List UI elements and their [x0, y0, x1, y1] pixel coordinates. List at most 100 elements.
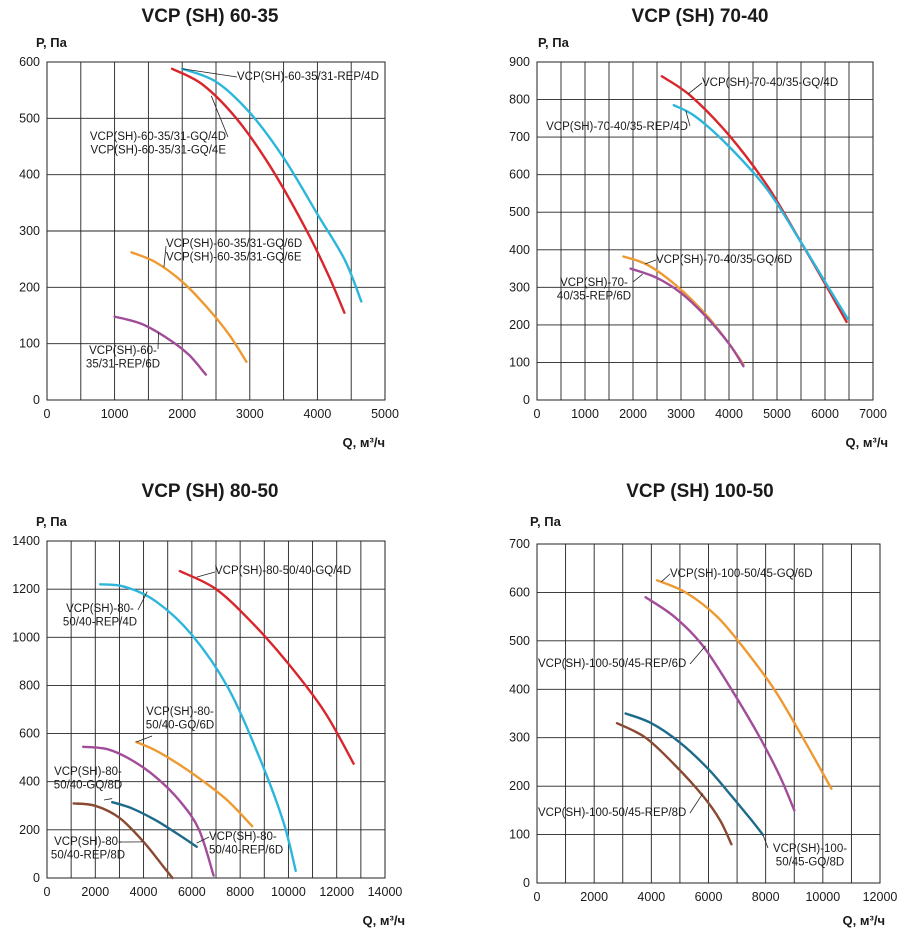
series-line-2 [624, 712, 764, 836]
y-tick-label: 700 [509, 537, 530, 551]
y-tick-label: 100 [19, 337, 40, 351]
y-tick-label: 800 [19, 678, 40, 692]
y-tick-label: 400 [509, 243, 530, 257]
y-tick-label: 200 [509, 779, 530, 793]
plot-frame [46, 540, 386, 879]
series-line-3 [615, 722, 733, 846]
x-tick-label: 2000 [81, 885, 109, 899]
series-line-3 [82, 745, 215, 877]
y-tick-label: 0 [33, 393, 40, 407]
x-tick-label: 6000 [811, 407, 839, 421]
x-axis-label: Q, м³/ч [843, 913, 885, 928]
x-tick-label: 4000 [637, 890, 665, 904]
x-tick-label: 2000 [580, 890, 608, 904]
y-tick-label: 700 [509, 130, 530, 144]
series-line-2 [130, 251, 248, 363]
series-leader-line [196, 571, 216, 578]
x-tick-label: 10000 [271, 885, 306, 899]
y-tick-label: 300 [509, 280, 530, 294]
series-label: VCP(SH)-80-50/40-REP/4D [63, 603, 137, 629]
series-label: VCP(SH)-100-50/45-GQ/6D [670, 568, 813, 580]
series-leader-line [157, 332, 159, 350]
y-tick-label: 500 [19, 111, 40, 125]
series-label: VCP(SH)-70-40/35-REP/4D [546, 121, 688, 133]
x-tick-label: 7000 [859, 407, 887, 421]
y-tick-label: 600 [509, 585, 530, 599]
y-tick-label: 200 [509, 318, 530, 332]
series-leader-line [632, 273, 643, 283]
series-leader-line [687, 82, 703, 95]
y-axis-label: P, Па [36, 514, 68, 529]
x-tick-label: 0 [44, 885, 51, 899]
series-label: VCP(SH)-80-50/40-REP/6D [209, 831, 283, 857]
y-axis-label: P, Па [530, 514, 562, 529]
series-label: VCP(SH)-70-40/35-GQ/6D [656, 254, 792, 266]
series-leader-line [182, 68, 238, 78]
series-leader-line [644, 259, 657, 265]
y-tick-label: 600 [19, 727, 40, 741]
x-tick-label: 5000 [763, 407, 791, 421]
series-leader-line [685, 110, 691, 127]
y-tick-label: 900 [509, 55, 530, 69]
y-tick-label: 500 [509, 634, 530, 648]
x-axis-label: Q, м³/ч [846, 435, 888, 450]
x-tick-label: 8000 [226, 885, 254, 899]
x-tick-label: 8000 [752, 890, 780, 904]
x-tick-label: 14000 [368, 885, 403, 899]
y-tick-label: 1200 [12, 582, 40, 596]
chart-panel-2: VCP (SH) 80-50P, ПаQ, м³/ч0 2000 4000 6000 8… [12, 481, 405, 928]
x-tick-label: 1000 [571, 407, 599, 421]
chart-title: VCP (SH) 80-50 [142, 481, 279, 502]
y-tick-label: 300 [509, 731, 530, 745]
x-tick-label: 4000 [303, 407, 331, 421]
series-label: VCP(SH)-80-50/40-GQ/6D [146, 706, 214, 732]
series-leader-line [689, 793, 704, 814]
series-line-5 [72, 802, 174, 880]
series-leader-line [762, 834, 769, 849]
series-label: VCP(SH)-60-35/31-GQ/4D VCP(SH)-60-35/31-G… [90, 131, 226, 157]
chart-title: VCP (SH) 60-35 [142, 6, 279, 27]
x-tick-label: 5000 [371, 407, 399, 421]
y-tick-label: 0 [523, 876, 530, 890]
x-tick-label: 12000 [319, 885, 354, 899]
series-line-0 [181, 67, 363, 303]
x-tick-label: 0 [534, 407, 541, 421]
y-axis-label: P, Па [538, 35, 570, 50]
y-tick-label: 200 [19, 823, 40, 837]
y-tick-label: 400 [19, 168, 40, 182]
x-axis-label: Q, м³/ч [343, 435, 385, 450]
series-label: VCP(SH)-60-35/31-REP/6D [86, 345, 160, 371]
plot-frame [46, 61, 386, 401]
series-line-3 [113, 315, 208, 376]
series-leader-line [103, 798, 113, 801]
series-label: VCP(SH)-80-50/40-REP/8D [51, 836, 125, 862]
series-label: VCP(SH)-70-40/35-GQ/4D [702, 77, 838, 89]
series-label: VCP(SH)-70-40/35-REP/6D [557, 277, 631, 303]
y-tick-label: 0 [33, 871, 40, 885]
x-tick-label: 2000 [619, 407, 647, 421]
y-tick-label: 400 [509, 682, 530, 696]
series-label: VCP(SH)-80-50/40-GQ/4D [215, 565, 351, 577]
series-label: VCP(SH)-80-50/40-GQ/8D [54, 766, 122, 792]
y-tick-label: 600 [509, 168, 530, 182]
series-line-4 [111, 801, 198, 848]
chart-panel-0: VCP (SH) 60-35P, ПаQ, м³/ч0 1000 2000 3000 4… [19, 6, 399, 450]
series-line-1 [170, 67, 346, 314]
y-tick-label: 100 [509, 355, 530, 369]
chart-title: VCP (SH) 100-50 [626, 481, 774, 502]
plot-frame [536, 543, 881, 884]
x-tick-label: 2000 [168, 407, 196, 421]
y-tick-label: 200 [19, 280, 40, 294]
series-line-0 [178, 569, 355, 765]
series-label: VCP(SH)-100-50/45-REP/6D [538, 658, 686, 670]
series-line-0 [655, 579, 833, 790]
x-tick-label: 3000 [236, 407, 264, 421]
series-line-3 [629, 267, 745, 368]
series-leader-line [137, 591, 148, 611]
series-leader-line [196, 836, 210, 844]
series-line-1 [98, 583, 297, 872]
x-tick-label: 6000 [178, 885, 206, 899]
x-tick-label: 0 [44, 407, 51, 421]
series-line-1 [672, 104, 850, 321]
